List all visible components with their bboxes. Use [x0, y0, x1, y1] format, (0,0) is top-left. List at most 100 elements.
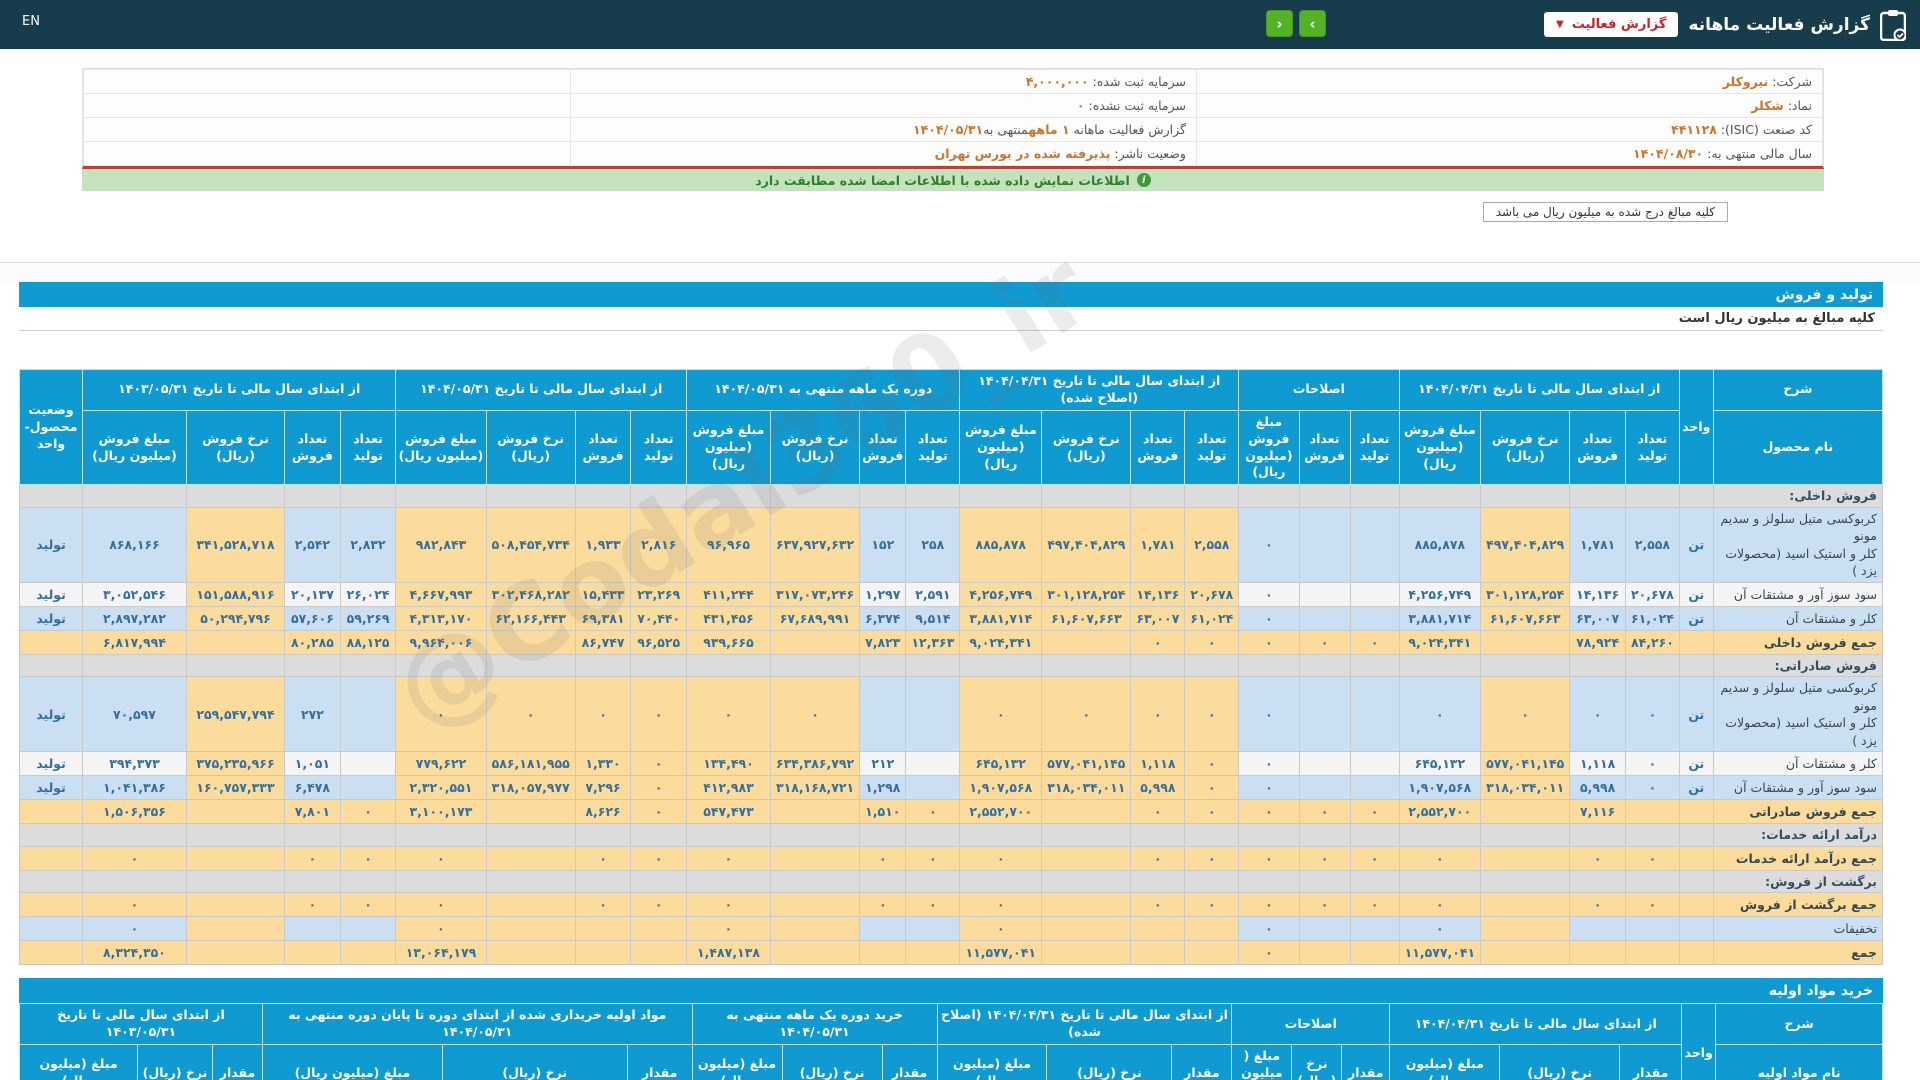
value-cell — [906, 870, 960, 893]
value-cell — [575, 941, 631, 965]
company-info-table: شرکت: نیروکلرسرمایه ثبت شده: ۴,۰۰۰,۰۰۰نم… — [83, 69, 1823, 166]
status-cell — [20, 893, 83, 917]
value-cell: ۲,۵۵۸ — [1625, 507, 1679, 582]
value-cell — [1042, 800, 1131, 824]
value-cell: ۰ — [285, 846, 341, 870]
column-header: نرخ فروش (ریال) — [486, 410, 575, 485]
value-cell: ۰ — [1239, 630, 1299, 654]
value-cell — [1350, 776, 1399, 800]
value-cell: ۰ — [1042, 677, 1131, 752]
product-name-cell: کربوکسی متیل سلولز و سدیم مونو کلر و است… — [1713, 507, 1882, 582]
value-cell — [1042, 893, 1131, 917]
top-header-bar: گزارش فعالیت ماهانه گزارش فعالیت ▼ › ‹ E… — [0, 0, 1920, 49]
info-value-link[interactable]: نیروکلر — [1723, 74, 1769, 89]
unit-cell: تن — [1679, 752, 1713, 776]
info-row: کد صنعت (ISIC): ۴۴۱۱۲۸گزارش فعالیت ماهان… — [84, 118, 1823, 142]
status-cell: تولید — [20, 582, 83, 606]
value-cell — [575, 824, 631, 847]
status-cell: تولید — [20, 507, 83, 582]
info-value-link[interactable]: ۱۴۰۴/۰۸/۳۰ — [1633, 146, 1703, 161]
value-cell — [486, 870, 575, 893]
company-info-panel: شرکت: نیروکلرسرمایه ثبت شده: ۴,۰۰۰,۰۰۰نم… — [82, 68, 1824, 169]
unit-cell — [1679, 846, 1713, 870]
value-cell: ۲,۸۱۶ — [631, 507, 687, 582]
column-header: مبلغ (میلیون ریال) — [937, 1045, 1047, 1080]
value-cell: ۱,۹۳۳ — [575, 507, 631, 582]
value-cell: ۴۱۲,۹۸۳ — [687, 776, 771, 800]
report-type-dropdown[interactable]: گزارش فعالیت ▼ — [1544, 12, 1678, 37]
next-report-button[interactable]: › — [1299, 10, 1326, 37]
period-group-header: از ابتدای سال مالی تا تاریخ ۱۴۰۴/۰۴/۳۱ — [1390, 1004, 1682, 1045]
value-cell — [486, 917, 575, 941]
value-cell — [1299, 606, 1350, 630]
value-cell — [1570, 485, 1626, 508]
value-cell — [1399, 870, 1481, 893]
value-cell: ۰ — [1239, 893, 1299, 917]
value-cell: ۰ — [1299, 800, 1350, 824]
value-cell: ۷,۸۲۳ — [860, 630, 906, 654]
value-cell — [340, 824, 396, 847]
value-cell — [575, 870, 631, 893]
value-cell: ۱,۹۰۷,۵۶۸ — [960, 776, 1042, 800]
value-cell — [1299, 654, 1350, 677]
value-cell — [1570, 917, 1626, 941]
info-value-link[interactable]: ۴۴۱۱۲۸ — [1671, 122, 1717, 137]
value-cell: ۱۳۴,۴۹۰ — [687, 752, 771, 776]
column-header: تعداد تولید — [1185, 410, 1239, 485]
value-cell: ۰ — [1350, 846, 1399, 870]
value-cell: ۸۸,۱۲۵ — [340, 630, 396, 654]
value-cell: ۰ — [631, 800, 687, 824]
column-header: نرخ فروش (ریال) — [186, 410, 284, 485]
column-header: مبلغ (میلیون ریال) — [1390, 1045, 1500, 1080]
info-value-link[interactable]: ۱ ماهه — [1028, 122, 1069, 137]
value-cell: ۴۹۷,۴۰۴,۸۲۹ — [1042, 507, 1131, 582]
unit-cell: تن — [1679, 606, 1713, 630]
value-cell: ۵۹,۲۶۹ — [340, 606, 396, 630]
value-cell — [340, 752, 396, 776]
language-toggle[interactable]: EN — [22, 14, 40, 29]
section-label: فروش داخلی: — [1713, 485, 1882, 508]
value-cell — [1042, 630, 1131, 654]
prev-report-button[interactable]: ‹ — [1266, 10, 1293, 37]
value-cell: ۱,۲۹۷ — [860, 582, 906, 606]
value-cell: ۱,۹۰۷,۵۶۸ — [1399, 776, 1481, 800]
value-cell: ۱۵۱,۵۸۸,۹۱۶ — [186, 582, 284, 606]
value-cell: ۵۰,۲۹۴,۷۹۶ — [186, 606, 284, 630]
value-cell: ۰ — [1299, 893, 1350, 917]
info-value-link[interactable]: شکلر — [1751, 98, 1783, 113]
value-cell — [906, 824, 960, 847]
value-cell: ۶۱,۶۰۷,۶۶۳ — [1481, 606, 1570, 630]
value-cell — [1625, 870, 1679, 893]
value-cell: ۵۸۶,۱۸۱,۹۵۵ — [486, 752, 575, 776]
value-cell — [186, 917, 284, 941]
value-cell: ۲,۵۵۸ — [1185, 507, 1239, 582]
value-cell: ۳۴۱,۵۲۸,۷۱۸ — [186, 507, 284, 582]
value-cell — [1185, 941, 1239, 965]
section-production-sales: تولید و فروش — [19, 282, 1883, 307]
value-cell: ۶۱,۶۰۷,۶۶۳ — [1042, 606, 1131, 630]
value-cell — [906, 917, 960, 941]
column-header: نرخ فروش (ریال) — [1042, 410, 1131, 485]
value-cell — [1131, 485, 1185, 508]
info-value-link[interactable]: ۱۴۰۴/۰۵/۳۱ — [913, 122, 983, 137]
value-cell — [1399, 654, 1481, 677]
value-cell: ۰ — [1131, 800, 1185, 824]
value-cell — [1350, 941, 1399, 965]
value-cell: ۲۵۹,۵۴۷,۷۹۴ — [186, 677, 284, 752]
unit-cell — [1679, 941, 1713, 965]
value-cell — [1350, 485, 1399, 508]
info-cell-right: کد صنعت (ISIC): ۴۴۱۱۲۸ — [1196, 118, 1822, 142]
unit-cell: تن — [1679, 776, 1713, 800]
info-cell-right: شرکت: نیروکلر — [1196, 70, 1822, 94]
value-cell — [860, 870, 906, 893]
unit-cell — [1679, 824, 1713, 847]
value-cell: ۲,۸۳۲ — [340, 507, 396, 582]
info-cell-middle: گزارش فعالیت ماهانه ۱ ماههمنتهی به۱۴۰۴/۰… — [570, 118, 1196, 142]
value-cell — [1185, 824, 1239, 847]
column-header: نرخ (ریال) — [1292, 1045, 1342, 1080]
status-cell: تولید — [20, 677, 83, 752]
section-row: درآمد ارائه خدمات: — [20, 824, 1883, 847]
value-cell: ۰ — [960, 893, 1042, 917]
value-cell — [1570, 870, 1626, 893]
value-cell — [1185, 870, 1239, 893]
